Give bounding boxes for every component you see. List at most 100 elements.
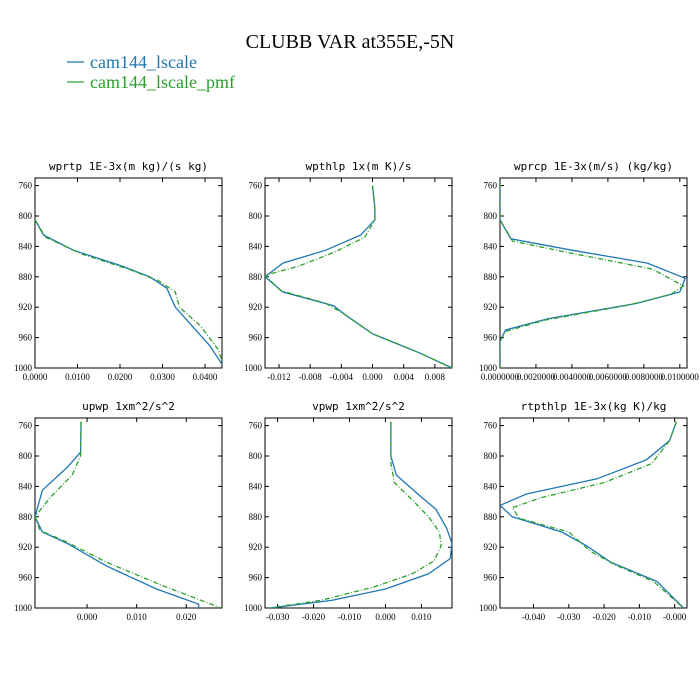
y-tick-label: 760	[19, 181, 33, 191]
y-tick-label: 880	[249, 272, 263, 282]
plot-frame	[34, 177, 223, 369]
panel-title: wprcp 1E-3x(m/s) (kg/kg)	[514, 160, 673, 173]
y-tick-label: 760	[484, 181, 498, 191]
x-tick-label: 0.000	[362, 372, 383, 382]
x-tick-label: 0.0100000	[661, 372, 700, 382]
y-tick-label: 840	[19, 481, 33, 491]
y-tick-label: 840	[484, 241, 498, 251]
plot-frame	[264, 177, 453, 369]
y-tick-label: 880	[484, 512, 498, 522]
y-tick-label: 960	[484, 573, 498, 583]
panel-3: wprcp 1E-3x(m/s) (kg/kg) 760 800 840 880 920 9…	[479, 160, 699, 382]
series-line-cam144-lscale-pmf	[265, 185, 452, 368]
series-line-cam144-lscale-pmf	[511, 421, 684, 608]
y-tick-label: 880	[249, 512, 263, 522]
x-tick-label: 0.000	[375, 612, 396, 622]
plot-frame	[499, 177, 688, 369]
x-tick-label: 0.0000000	[481, 372, 520, 382]
panel-5: vpwp 1xm^2/s^27608008408809209601000-0.0…	[244, 400, 453, 622]
y-tick-label: 800	[249, 211, 263, 221]
y-tick-label: 960	[19, 573, 33, 583]
figure-legend: cam144_lscale cam144_lscale_pmf	[67, 52, 235, 92]
x-tick-label: 0.0300	[150, 372, 175, 382]
panel-title: wprtp 1E-3x(m kg)/(s kg)	[49, 160, 208, 173]
x-tick-label: -0.020	[302, 612, 326, 622]
x-tick-label: -0.012	[267, 372, 290, 382]
x-tick-label: -0.000	[663, 612, 687, 622]
plot-frame	[34, 417, 223, 609]
y-tick-label: 880	[19, 512, 33, 522]
y-tick-label: 920	[19, 542, 33, 552]
y-tick-label: 840	[484, 481, 498, 491]
y-tick-label: 760	[249, 181, 263, 191]
y-tick-label: 920	[249, 542, 263, 552]
y-tick-label: 760	[484, 421, 498, 431]
series-line-cam144-lscale-pmf	[268, 421, 442, 608]
y-tick-label: 1000	[479, 363, 498, 373]
y-tick-label: 1000	[244, 363, 263, 373]
panel-title: wpthlp 1x(m K)/s	[306, 160, 412, 173]
panel-title: rtpthlp 1E-3x(kg K)/kg	[521, 400, 667, 413]
series-line-cam144-lscale-pmf	[500, 181, 685, 368]
series-line-cam144-lscale	[35, 219, 222, 365]
plot-frame	[264, 417, 453, 609]
y-tick-label: 880	[19, 272, 33, 282]
y-tick-label: 760	[249, 421, 263, 431]
panel-1: wprtp 1E-3x(m kg)/(s kg) 760 800 840 880 920 9…	[14, 160, 223, 382]
figure-title: CLUBB VAR at355E,-5N	[246, 31, 455, 53]
panel-title: upwp 1xm^2/s^2	[82, 400, 175, 413]
y-tick-label: 840	[249, 481, 263, 491]
panel-2: wpthlp 1x(m K)/s 760 800 840 880 920 960 1000 -0…	[244, 160, 453, 382]
x-tick-label: 0.0100	[65, 372, 90, 382]
y-tick-label: 920	[484, 542, 498, 552]
x-tick-label: -0.008	[299, 372, 323, 382]
x-tick-label: 0.0000	[23, 372, 48, 382]
panel-title: vpwp 1xm^2/s^2	[312, 400, 405, 413]
panel-4: upwp 1xm^2/s^2 760 800 840 880 920 960 1000 0.00…	[14, 400, 223, 622]
x-tick-label: 0.0080000	[625, 372, 664, 382]
legend-label-cam144-lscale: cam144_lscale	[90, 52, 197, 72]
y-tick-label: 1000	[479, 603, 498, 613]
x-tick-label: 0.0200	[108, 372, 133, 382]
y-tick-label: 920	[249, 302, 263, 312]
x-tick-label: 0.010	[411, 612, 432, 622]
y-tick-label: 880	[484, 272, 498, 282]
panel-grid: wprtp 1E-3x(m kg)/(s kg) 760 800 840 880 920 9…	[14, 160, 699, 622]
y-tick-label: 840	[249, 241, 263, 251]
y-tick-label: 800	[484, 451, 498, 461]
y-tick-label: 800	[19, 451, 33, 461]
y-tick-label: 1000	[14, 363, 33, 373]
x-tick-label: -0.004	[330, 372, 354, 382]
x-tick-label: -0.030	[266, 612, 290, 622]
series-line-cam144-lscale-pmf	[35, 421, 222, 608]
x-tick-label: -0.010	[338, 612, 362, 622]
y-tick-label: 1000	[14, 603, 33, 613]
x-tick-label: 0.0060000	[589, 372, 628, 382]
x-tick-label: 0.004	[394, 372, 415, 382]
plot-frame	[499, 417, 688, 609]
x-tick-label: -0.040	[522, 612, 546, 622]
y-tick-label: 800	[249, 451, 263, 461]
series-line-cam144-lscale	[270, 421, 452, 608]
y-tick-label: 920	[484, 302, 498, 312]
legend-label-cam144-lscale-pmf: cam144_lscale_pmf	[90, 72, 235, 92]
series-line-cam144-lscale	[265, 185, 452, 368]
series-line-cam144-lscale	[35, 421, 200, 608]
series-line-cam144-lscale	[500, 181, 687, 368]
y-tick-label: 960	[19, 333, 33, 343]
y-tick-label: 840	[19, 241, 33, 251]
y-tick-label: 960	[249, 333, 263, 343]
panel-6: rtpthlp 1E-3x(kg K)/kg 760 800 840 880 920 960…	[479, 400, 688, 622]
x-tick-label: -0.010	[628, 612, 652, 622]
x-tick-label: -0.030	[557, 612, 581, 622]
x-tick-label: 0.000	[77, 612, 98, 622]
x-tick-label: 0.008	[425, 372, 446, 382]
x-tick-label: 0.0040000	[553, 372, 592, 382]
x-tick-label: -0.020	[592, 612, 616, 622]
y-tick-label: 760	[19, 421, 33, 431]
y-tick-label: 960	[249, 573, 263, 583]
x-tick-label: 0.020	[176, 612, 197, 622]
x-tick-label: 0.0020000	[517, 372, 556, 382]
x-tick-label: 0.010	[127, 612, 148, 622]
series-line-cam144-lscale	[500, 421, 684, 608]
